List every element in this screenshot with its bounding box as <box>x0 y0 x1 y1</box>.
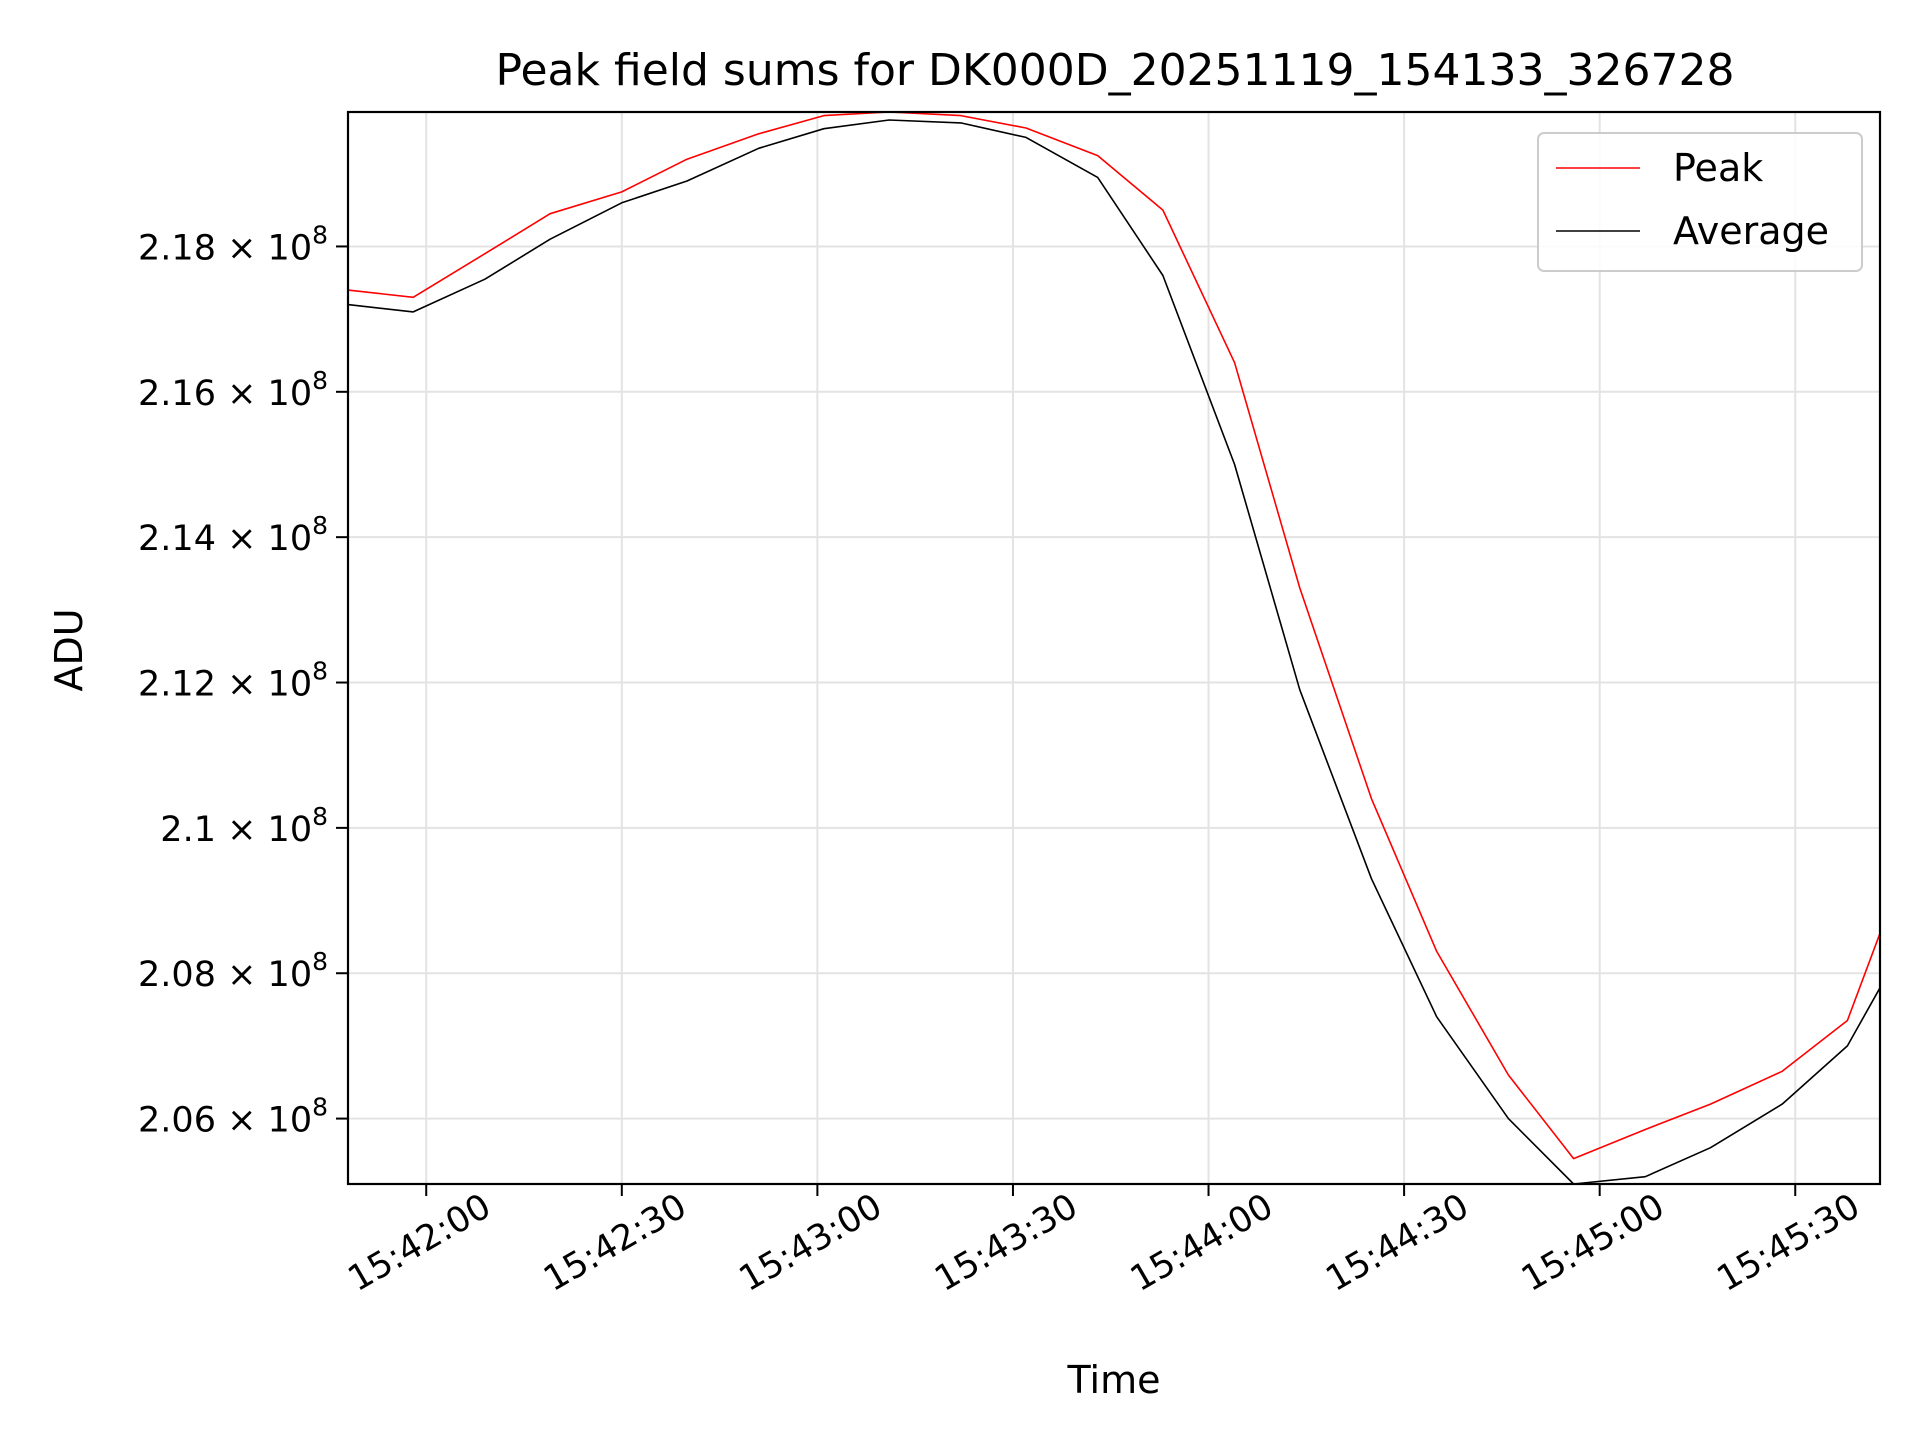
y-tick-label: 2.1 × 108 <box>160 802 328 850</box>
series-line-peak <box>347 111 1881 1160</box>
y-tick-exponent: 8 <box>312 802 328 831</box>
y-tick-label: 2.12 × 108 <box>138 657 328 705</box>
legend-label-peak: Peak <box>1673 146 1763 190</box>
y-tick-exponent: 8 <box>312 947 328 976</box>
y-tick-mantissa: 2.14 <box>138 519 216 559</box>
y-tick-mantissa: 2.12 <box>138 665 216 705</box>
y-tick-exponent: 8 <box>312 511 328 540</box>
y-tick-mantissa: 2.06 <box>138 1101 216 1141</box>
y-tick-label: 2.08 × 108 <box>138 947 328 995</box>
plot-area <box>348 112 1880 1184</box>
y-tick-base: 10 <box>268 228 313 268</box>
y-tick-base: 10 <box>268 665 313 705</box>
y-tick-mantissa: 2.1 <box>160 810 216 850</box>
y-tick-base: 10 <box>268 1101 313 1141</box>
y-tick-exponent: 8 <box>312 220 328 249</box>
y-tick-base: 10 <box>268 810 313 850</box>
chart-title: Peak field sums for DK000D_20251119_1541… <box>496 45 1735 96</box>
y-tick-times: × <box>216 810 268 850</box>
y-tick-mantissa: 2.16 <box>138 374 216 414</box>
legend-label-average: Average <box>1673 209 1829 253</box>
series-line-average <box>347 119 1881 1185</box>
x-axis-label: Time <box>1067 1358 1161 1402</box>
y-tick-exponent: 8 <box>312 657 328 686</box>
grid <box>348 112 1880 1184</box>
y-tick-label: 2.16 × 108 <box>138 366 328 414</box>
legend: Peak Average <box>1537 132 1863 272</box>
y-tick-times: × <box>216 228 268 268</box>
y-tick-base: 10 <box>268 955 313 995</box>
y-tick-exponent: 8 <box>312 366 328 395</box>
plot-frame <box>346 110 1882 1186</box>
y-tick-mantissa: 2.08 <box>138 955 216 995</box>
y-tick-times: × <box>216 665 268 705</box>
y-tick-label: 2.18 × 108 <box>138 220 328 268</box>
y-tick-base: 10 <box>268 374 313 414</box>
y-tick-times: × <box>216 955 268 995</box>
y-axis-label: ADU <box>47 608 91 691</box>
y-tick-times: × <box>216 1101 268 1141</box>
y-tick-times: × <box>216 519 268 559</box>
y-tick-times: × <box>216 374 268 414</box>
series-lines <box>347 111 1881 1185</box>
y-tick-exponent: 8 <box>312 1093 328 1122</box>
y-tick-mantissa: 2.18 <box>138 228 216 268</box>
y-tick-base: 10 <box>268 519 313 559</box>
y-tick-label: 2.06 × 108 <box>138 1093 328 1141</box>
y-tick-label: 2.14 × 108 <box>138 511 328 559</box>
